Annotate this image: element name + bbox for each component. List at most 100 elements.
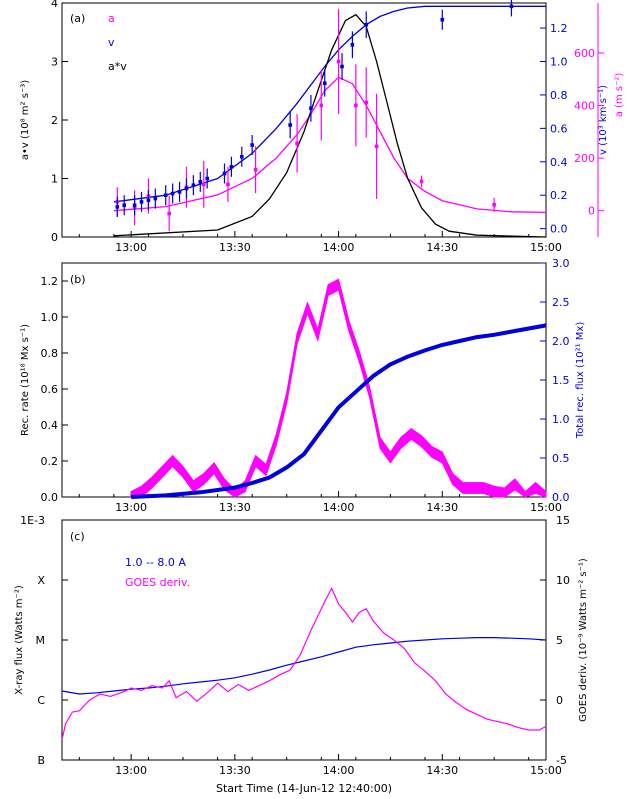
panel-c-ticks: 13:00 13:30 14:00 14:30 15:00 B C M X 1E-3 -5 0 5 10 1… bbox=[20, 514, 570, 777]
x-tick-label: 14:30 bbox=[426, 241, 458, 254]
point-v bbox=[288, 123, 292, 127]
panel-a-ylabel-right: v (10³ km s⁻¹) bbox=[598, 85, 609, 155]
y-right-tick-label: 1.0 bbox=[550, 56, 568, 69]
point-a bbox=[201, 182, 206, 187]
x-tick-label: 14:30 bbox=[426, 501, 458, 514]
y-right-tick-label: -5 bbox=[556, 754, 567, 767]
point-a bbox=[295, 141, 299, 146]
point-v bbox=[350, 42, 355, 47]
y-tick-label: 0.4 bbox=[41, 419, 59, 432]
y-tick-label: C bbox=[37, 694, 45, 707]
y-tick-label: 1.0 bbox=[41, 311, 59, 324]
point-a bbox=[354, 103, 358, 108]
legend-entry-xray: 1.0 -- 8.0 A bbox=[125, 556, 186, 569]
x-tick-label: 13:00 bbox=[115, 764, 147, 777]
point-v bbox=[309, 106, 313, 111]
y-right-tick-label: 0.5 bbox=[552, 452, 570, 465]
y-tick-label: 2 bbox=[51, 114, 58, 127]
y-right-tick-label: 0.0 bbox=[552, 491, 570, 504]
point-v bbox=[122, 203, 127, 208]
point-v bbox=[250, 143, 254, 147]
y-tick-label: 3 bbox=[51, 56, 58, 69]
magenta-tick-label: 200 bbox=[574, 152, 595, 165]
y-right-tick-label: 5 bbox=[556, 634, 563, 647]
panel-a-ylabel-right-magenta: a (m s⁻²) bbox=[614, 73, 625, 118]
y-right-tick-label: 0.8 bbox=[550, 89, 568, 102]
y-right-tick-label: 2.0 bbox=[552, 335, 570, 348]
y-right-tick-label: 3.0 bbox=[552, 257, 570, 270]
point-v bbox=[132, 203, 137, 208]
y-tick-label: 4 bbox=[51, 0, 58, 10]
y-tick-label: 0.0 bbox=[41, 491, 59, 504]
y-right-tick-label: 0 bbox=[556, 694, 563, 707]
point-v bbox=[139, 200, 144, 204]
panel-a-legend: av a*v bbox=[108, 12, 127, 73]
point-v bbox=[153, 196, 158, 201]
panel-c-ylabel-right: GOES deriv. (10⁻⁹ Watts m⁻² s⁻¹) bbox=[578, 558, 589, 722]
panel-b-ticks: 13:00 13:30 14:00 14:30 15:000.00.20.40.60.8… bbox=[41, 257, 570, 514]
y-right-tick-label: 1.5 bbox=[552, 374, 570, 387]
x-tick-label: 13:30 bbox=[219, 501, 251, 514]
y-right-tick-label: 0.0 bbox=[550, 223, 568, 236]
x-tick-label: 15:00 bbox=[530, 501, 562, 514]
point-v bbox=[205, 176, 209, 181]
goes-deriv-line bbox=[61, 587, 547, 740]
y-tick-label: M bbox=[36, 634, 46, 647]
y-right-tick-label: 1.0 bbox=[552, 413, 570, 426]
point-v bbox=[177, 190, 182, 194]
y-tick-label: 0 bbox=[51, 231, 58, 244]
panel-a-ylabel: a•v (10⁸ m² s⁻³) bbox=[20, 80, 31, 160]
y-right-tick-label: 15 bbox=[556, 514, 570, 527]
point-a bbox=[253, 167, 258, 172]
panel-c-label: (c) bbox=[70, 530, 85, 543]
y-right-tick-label: 0.4 bbox=[550, 156, 568, 169]
panel-a-ticks: 13:00 13:30 14:00 14:30 15:00 0 1 2 3 4 0.0 0.2 0.4 0… bbox=[51, 0, 604, 254]
point-v bbox=[115, 205, 120, 209]
x-tick-label: 13:30 bbox=[219, 764, 251, 777]
y-right-tick-label: 0.2 bbox=[550, 189, 568, 202]
curve-axv bbox=[113, 13, 547, 238]
magenta-tick-label: 400 bbox=[574, 100, 595, 113]
y-tick-label: 1.2 bbox=[41, 275, 59, 288]
panel-b-ylabel: Rec. rate (10¹⁸ Mx s⁻¹) bbox=[20, 324, 31, 436]
y-tick-label: 1E-3 bbox=[20, 514, 45, 527]
panel-a: (a) a•v (10⁸ m² s⁻³) v (10³ km s⁻¹) a (m… bbox=[20, 0, 625, 254]
point-v bbox=[146, 198, 151, 203]
x-tick-label: 15:00 bbox=[530, 764, 562, 777]
legend-entry-v: v bbox=[108, 36, 115, 49]
panel-b: (b) Rec. rate (10¹⁸ Mx s⁻¹) Total rec. f… bbox=[20, 257, 586, 514]
x-tick-label: 14:00 bbox=[323, 764, 355, 777]
point-a bbox=[226, 182, 230, 187]
xray-flux-line bbox=[61, 636, 547, 695]
legend-entry-a: a bbox=[108, 12, 115, 25]
point-v bbox=[163, 193, 168, 198]
x-tick-label: 13:00 bbox=[115, 241, 147, 254]
point-a bbox=[374, 144, 379, 149]
point-a bbox=[336, 59, 341, 64]
y-tick-label: 0.2 bbox=[41, 455, 59, 468]
x-tick-label: 14:00 bbox=[323, 241, 355, 254]
point-v bbox=[322, 81, 327, 86]
point-v bbox=[184, 186, 189, 191]
curve-a bbox=[113, 76, 547, 214]
panel-b-marks bbox=[130, 278, 547, 499]
magenta-tick-label: 600 bbox=[574, 47, 595, 60]
point-v bbox=[364, 22, 369, 27]
point-v bbox=[340, 64, 344, 69]
panel-c-legend: 1.0 -- 8.0 A GOES deriv. bbox=[125, 556, 190, 589]
point-a bbox=[419, 179, 424, 184]
point-v bbox=[239, 154, 244, 159]
panel-c-xlabel: Start Time (14-Jun-12 12:40:00) bbox=[216, 782, 392, 795]
point-v bbox=[170, 191, 175, 196]
x-tick-label: 15:00 bbox=[530, 241, 562, 254]
y-tick-label: B bbox=[37, 754, 45, 767]
y-tick-label: 0.8 bbox=[41, 347, 59, 360]
y-tick-label: 0.6 bbox=[41, 383, 59, 396]
legend-entry-axv: a*v bbox=[108, 60, 127, 73]
point-v bbox=[222, 171, 227, 176]
panel-c-marks bbox=[61, 587, 547, 740]
point-v bbox=[229, 165, 234, 169]
y-right-tick-label: 0.6 bbox=[550, 122, 568, 135]
panel-c-ylabel: X-ray flux (Watts m⁻²) bbox=[14, 585, 25, 695]
